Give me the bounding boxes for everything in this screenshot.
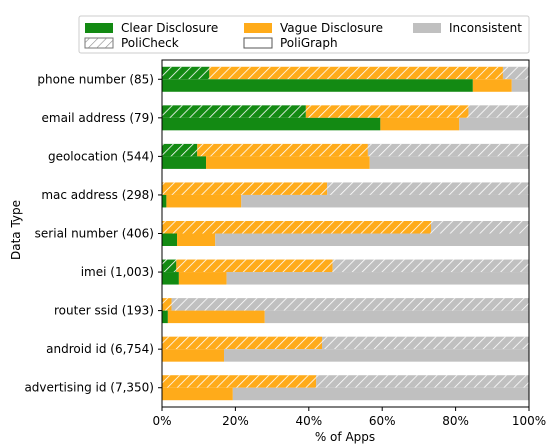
legend: Clear Disclosure Vague Disclosure Inconsis… [78, 15, 530, 54]
bar-policheck-vague-disclosure-3-hatch [162, 182, 328, 195]
legend-vague-disclosure-label: Vague Disclosure [280, 21, 383, 35]
bar-policheck-inconsistent-5-hatch [332, 259, 529, 273]
bar-policheck-inconsistent-2-hatch [367, 143, 529, 157]
bar-policheck-vague-disclosure-5-hatch [176, 259, 333, 273]
bars [162, 66, 530, 401]
bar-poligraph-vague-disclosure-5 [178, 272, 227, 285]
bar-poligraph-inconsistent-3 [241, 194, 529, 208]
x-tick-label: 0% [152, 414, 171, 428]
bar-poligraph-vague-disclosure-0 [472, 79, 512, 92]
bar-policheck-vague-disclosure-7-hatch [162, 336, 323, 350]
bar-poligraph-inconsistent-6 [264, 310, 529, 324]
y-tick-label: router ssid (193) [54, 304, 154, 318]
bar-poligraph-inconsistent-2 [369, 156, 529, 169]
bar-policheck-vague-disclosure-1-hatch [305, 105, 469, 118]
bar-poligraph-inconsistent-1 [459, 117, 529, 131]
bar-policheck-inconsistent-8-hatch [316, 375, 529, 388]
legend-policheck-swatch-hatch [85, 38, 113, 48]
bar-policheck-inconsistent-6-hatch [171, 298, 530, 311]
y-tick-label: advertising id (7,350) [24, 381, 154, 395]
bar-poligraph-clear-disclosure-3 [162, 194, 167, 208]
y-axis-title: Data Type [9, 200, 23, 260]
bar-poligraph-clear-disclosure-0 [162, 79, 473, 92]
bar-poligraph-vague-disclosure-3 [166, 194, 242, 208]
bar-poligraph-inconsistent-0 [511, 79, 529, 92]
bar-policheck-inconsistent-0-hatch [502, 66, 529, 80]
y-tick-label: mac address (298) [41, 188, 154, 202]
bar-poligraph-inconsistent-4 [215, 233, 529, 246]
axes: 0% 20% 40% 60% 80% 100% phone number (85) email… [24, 59, 546, 428]
bar-poligraph-vague-disclosure-4 [177, 233, 216, 246]
legend-poligraph-swatch [243, 37, 273, 49]
y-tick-label: serial number (406) [35, 227, 154, 241]
bar-policheck-inconsistent-4-hatch [431, 221, 529, 234]
bar-poligraph-clear-disclosure-5 [162, 272, 179, 285]
y-tick-label: geolocation (544) [48, 149, 154, 163]
legend-clear-disclosure-label: Clear Disclosure [121, 21, 218, 35]
bar-policheck-vague-disclosure-2-hatch [197, 143, 368, 157]
bar-poligraph-vague-disclosure-7 [162, 349, 225, 362]
bar-poligraph-clear-disclosure-1 [162, 117, 381, 131]
bar-policheck-clear-disclosure-5-hatch [162, 259, 177, 273]
bar-poligraph-vague-disclosure-1 [380, 117, 460, 131]
bar-poligraph-inconsistent-5 [226, 272, 530, 285]
bar-policheck-clear-disclosure-1-hatch [162, 105, 306, 118]
legend-clear-disclosure-swatch [85, 23, 113, 33]
bar-policheck-vague-disclosure-6-hatch [162, 298, 172, 311]
bar-poligraph-vague-disclosure-8 [162, 387, 233, 401]
bar-poligraph-vague-disclosure-2 [206, 156, 370, 169]
y-tick-label: imei (1,003) [81, 265, 154, 279]
bar-policheck-inconsistent-7-hatch [322, 336, 529, 350]
x-axis-title: % of Apps [315, 430, 375, 444]
legend-inconsistent-label: Inconsistent [449, 21, 522, 35]
bar-policheck-vague-disclosure-0-hatch [209, 66, 503, 80]
bar-poligraph-inconsistent-7 [224, 349, 529, 362]
x-tick-label: 20% [222, 414, 249, 428]
x-tick-label: 100% [512, 414, 546, 428]
y-tick-label: phone number (85) [37, 72, 154, 86]
bar-poligraph-clear-disclosure-4 [162, 233, 178, 246]
legend-vague-disclosure-swatch [244, 23, 272, 33]
bar-policheck-inconsistent-3-hatch [327, 182, 529, 195]
legend-inconsistent-swatch [413, 23, 441, 33]
bar-policheck-clear-disclosure-2-hatch [162, 143, 198, 157]
y-tick-label: email address (79) [42, 111, 155, 125]
bar-policheck-vague-disclosure-8-hatch [162, 375, 317, 388]
y-tick-label: android id (6,754) [46, 342, 154, 356]
bar-poligraph-clear-disclosure-6 [162, 310, 168, 324]
legend-poligraph-label: PoliGraph [280, 36, 338, 50]
bar-policheck-vague-disclosure-4-hatch [162, 221, 432, 234]
x-tick-label: 60% [369, 414, 396, 428]
bar-poligraph-clear-disclosure-2 [162, 156, 207, 169]
bar-policheck-clear-disclosure-0-hatch [162, 66, 210, 80]
bar-policheck-inconsistent-1-hatch [468, 105, 529, 118]
bar-poligraph-inconsistent-8 [232, 387, 529, 401]
x-tick-label: 40% [295, 414, 322, 428]
x-tick-label: 80% [442, 414, 469, 428]
bar-poligraph-vague-disclosure-6 [167, 310, 265, 324]
legend-policheck-label: PoliCheck [121, 36, 179, 50]
